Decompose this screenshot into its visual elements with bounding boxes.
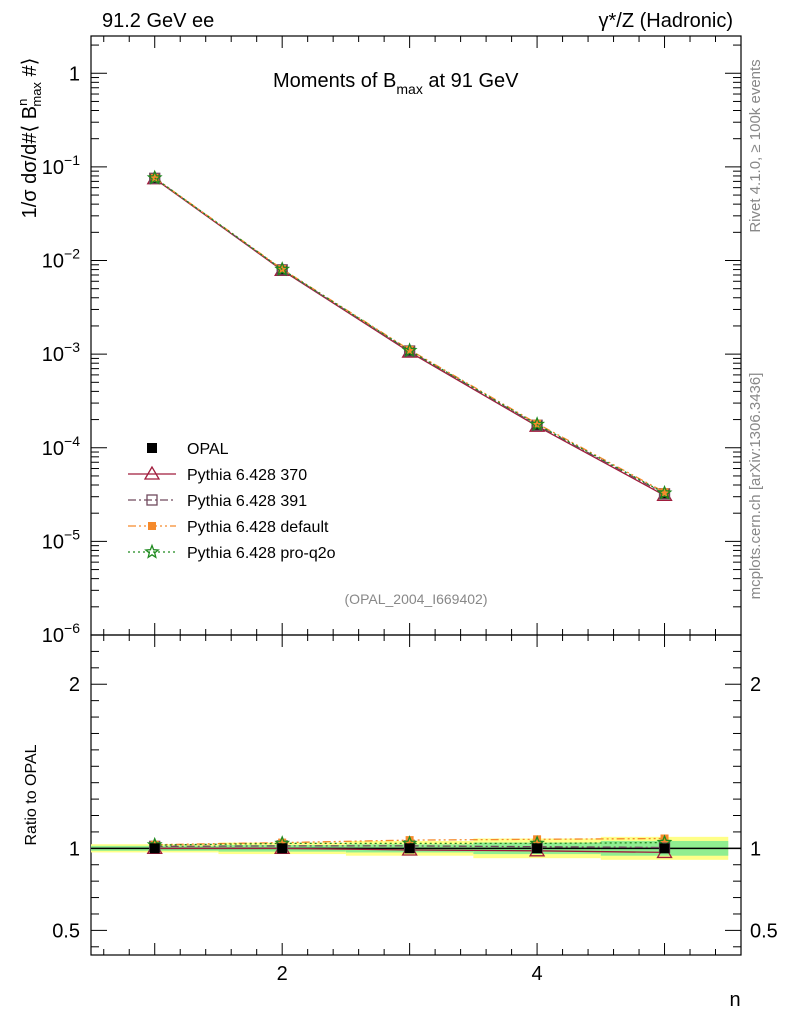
ratio-y-tick-label-right: 2 xyxy=(750,674,761,696)
y-tick-label: 10−1 xyxy=(42,152,80,179)
ratio-y-tick-label-right: 0.5 xyxy=(750,920,778,942)
y-tick-label: 1 xyxy=(69,63,80,85)
legend: OPAL Pythia 6.428 370 Pythia 6.428 391 Pyth… xyxy=(128,441,336,562)
main-y-label-sup: n xyxy=(15,99,30,106)
header-right: γ*/Z (Hadronic) xyxy=(599,10,733,32)
data-point xyxy=(146,169,163,185)
x-tick-label: 4 xyxy=(532,963,543,985)
legend-marker xyxy=(143,465,161,480)
data-point xyxy=(529,416,546,432)
main-y-label: 1/σ dσ/d#⟨ Bnmax #⟩ xyxy=(15,58,44,219)
legend-entry: OPAL xyxy=(147,441,229,458)
ratio-reference-point xyxy=(277,843,288,854)
y-tick-label: 10−4 xyxy=(42,433,80,460)
data-point xyxy=(656,484,673,500)
legend-label: Pythia 6.428 370 xyxy=(187,467,307,484)
data-point xyxy=(405,345,414,354)
main-title-tail: at 91 GeV xyxy=(423,70,519,92)
legend-entry: Pythia 6.428 370 xyxy=(128,465,307,484)
ratio-y-tick-label: 0.5 xyxy=(52,920,80,942)
x-axis-label: n xyxy=(729,989,740,1011)
ratio-y-tick-label: 2 xyxy=(69,674,80,696)
header-left: 91.2 GeV ee xyxy=(102,10,214,32)
ratio-y-label: Ratio to OPAL xyxy=(23,744,40,845)
main-y-label-post: #⟩ xyxy=(19,58,41,82)
ratio-frame xyxy=(90,634,742,956)
legend-label: OPAL xyxy=(187,441,229,458)
ratio-reference-point xyxy=(149,843,160,854)
ratio-plot-area: 2 4 0.5 0.5 1 1 2 2 xyxy=(52,634,778,985)
main-plot-area: 1 10−1 10−2 10−3 10−4 10−5 10−6 xyxy=(42,35,742,955)
series-line xyxy=(154,177,665,494)
ratio-reference-point xyxy=(532,843,543,854)
legend-marker xyxy=(144,543,160,559)
legend-entry: Pythia 6.428 391 xyxy=(128,493,307,510)
x-tick-label: 2 xyxy=(277,963,288,985)
main-title: Moments of Bmax at 91 GeV xyxy=(273,70,519,97)
data-point xyxy=(660,488,669,497)
legend-entry: Pythia 6.428 default xyxy=(128,519,329,536)
y-tick-label: 10−6 xyxy=(42,620,80,647)
series-line xyxy=(154,177,665,493)
series-line xyxy=(154,178,665,496)
ratio-reference-point xyxy=(659,843,670,854)
y-tick-label: 10−3 xyxy=(42,339,80,366)
y-tick-label: 10−5 xyxy=(42,526,80,553)
rivet-label: Rivet 4.1.0, ≥ 100k events xyxy=(747,59,764,232)
ratio-line xyxy=(154,841,665,846)
legend-label: Pythia 6.428 391 xyxy=(187,493,307,510)
series-4 xyxy=(146,169,673,500)
y-tick-label: 10−2 xyxy=(42,246,80,273)
legend-entry: Pythia 6.428 pro-q2o xyxy=(128,543,336,562)
ratio-line xyxy=(154,845,665,849)
data-point xyxy=(274,261,291,277)
mcplots-label: mcplots.cern.ch [arXiv:1306.3436] xyxy=(747,373,764,600)
series-line xyxy=(154,177,665,495)
ratio-point xyxy=(533,835,542,844)
ratio-y-tick-label-right: 1 xyxy=(750,838,761,860)
legend-label: Pythia 6.428 pro-q2o xyxy=(187,545,336,562)
data-point xyxy=(150,173,159,182)
ratio-y-tick-label: 1 xyxy=(69,838,80,860)
legend-marker xyxy=(148,522,156,530)
legend-label: Pythia 6.428 default xyxy=(187,519,329,536)
legend-marker xyxy=(147,443,157,453)
main-title-text: Moments of B xyxy=(273,70,396,92)
data-point xyxy=(401,342,418,358)
ratio-point xyxy=(278,838,287,847)
data-point xyxy=(276,264,288,276)
ratio-point xyxy=(660,834,669,843)
analysis-watermark: (OPAL_2004_I669402) xyxy=(345,591,488,607)
ratio-reference-point xyxy=(404,843,415,854)
ratio-point xyxy=(405,836,414,845)
legend-marker xyxy=(146,494,158,506)
main-y-label-sub: max xyxy=(29,82,44,107)
data-point xyxy=(533,419,542,428)
main-title-sub: max xyxy=(396,81,422,97)
main-y-label-pre: 1/σ dσ/d#⟨ B xyxy=(19,106,41,219)
